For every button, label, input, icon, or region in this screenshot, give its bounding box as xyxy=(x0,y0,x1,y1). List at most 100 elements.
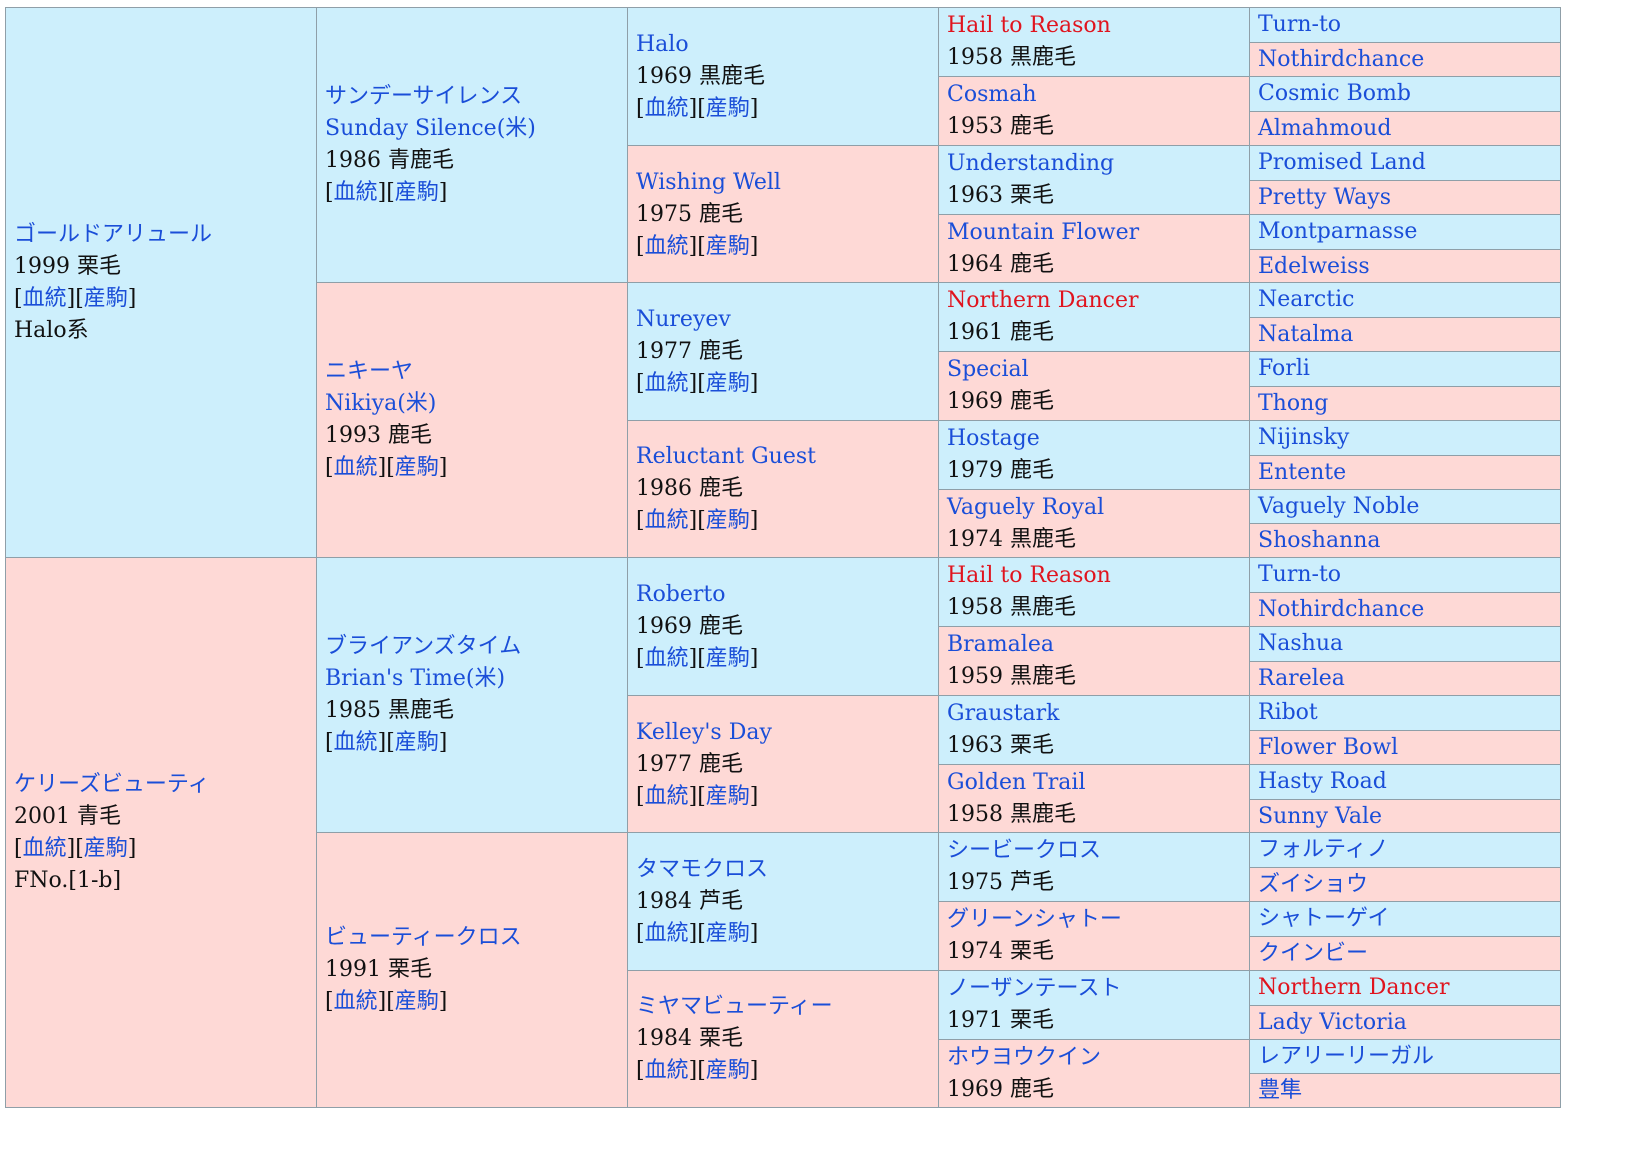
horse-name-link[interactable]: Forli xyxy=(1258,356,1310,381)
horse-name-link[interactable]: Hail to Reason xyxy=(947,13,1111,38)
horse-name-link[interactable]: Roberto xyxy=(636,581,726,607)
horse-name-link[interactable]: Sunny Vale xyxy=(1258,803,1383,829)
horse-name-link[interactable]: ズイショウ xyxy=(1258,872,1369,897)
bloodline-link[interactable]: 血統 xyxy=(22,835,67,861)
horse-name-link[interactable]: Reluctant Guest xyxy=(636,444,816,469)
horse-name-link[interactable]: ノーザンテースト xyxy=(947,976,1122,1001)
horse-name-link[interactable]: Understanding xyxy=(947,151,1115,176)
gen5-cell: 豊隼 xyxy=(1249,1073,1561,1108)
horse-name-link[interactable]: グリーンシャトー xyxy=(947,907,1122,932)
horse-name-link[interactable]: レアリーリーガル xyxy=(1258,1043,1435,1069)
horse-name-link[interactable]: Hostage xyxy=(947,426,1040,451)
horse-info: 1979 鹿毛 xyxy=(947,458,1054,483)
offspring-link[interactable]: 産駒 xyxy=(705,370,750,396)
horse-name-link[interactable]: Rarelea xyxy=(1258,666,1345,691)
bloodline-link[interactable]: 血統 xyxy=(644,508,689,533)
dam-name-link[interactable]: ケリーズビューティ xyxy=(14,771,210,797)
horse-name-link[interactable]: Turn-to xyxy=(1258,12,1342,37)
horse-name-link[interactable]: Lady Victoria xyxy=(1258,1009,1407,1035)
horse-name-link[interactable]: Mountain Flower xyxy=(947,220,1140,245)
offspring-link[interactable]: 産駒 xyxy=(83,285,128,311)
offspring-link[interactable]: 産駒 xyxy=(83,835,128,861)
gen4-cell: Mountain Flower 1964 鹿毛 xyxy=(938,214,1250,284)
horse-name-link[interactable]: Almahmoud xyxy=(1258,116,1392,141)
offspring-link[interactable]: 産駒 xyxy=(705,645,750,671)
offspring-link[interactable]: 産駒 xyxy=(394,989,439,1014)
horse-name-link[interactable]: ビューティークロス xyxy=(325,925,522,950)
horse-name-link[interactable]: Nashua xyxy=(1258,631,1344,656)
bloodline-link[interactable]: 血統 xyxy=(644,1058,689,1083)
horse-name-link[interactable]: Bramalea xyxy=(947,632,1054,657)
horse-name-link[interactable]: Edelweiss xyxy=(1258,253,1370,279)
horse-info: 1969 鹿毛 xyxy=(636,613,743,639)
offspring-link[interactable]: 産駒 xyxy=(705,233,750,259)
horse-name-link[interactable]: Vaguely Royal xyxy=(947,494,1105,520)
horse-name-link[interactable]: Thong xyxy=(1258,390,1329,416)
sire-name-link[interactable]: ゴールドアリュール xyxy=(14,221,213,247)
bloodline-link[interactable]: 血統 xyxy=(644,645,689,671)
horse-name-link[interactable]: Entente xyxy=(1258,459,1347,485)
horse-name-link[interactable]: Nijinsky xyxy=(1258,425,1350,450)
bloodline-link[interactable]: 血統 xyxy=(333,730,378,755)
horse-name-link[interactable]: Montparnasse xyxy=(1258,219,1418,244)
horse-name-link[interactable]: Turn-to xyxy=(1258,562,1342,587)
horse-name-link[interactable]: Shoshanna xyxy=(1258,527,1381,553)
horse-name-link[interactable]: クインビー xyxy=(1258,940,1369,966)
horse-name-link[interactable]: Wishing Well xyxy=(636,169,781,195)
offspring-link[interactable]: 産駒 xyxy=(705,783,750,809)
horse-name-link[interactable]: サンデーサイレンス xyxy=(325,84,523,109)
horse-name-en-link[interactable]: Sunday Silence(米) xyxy=(325,116,536,141)
horse-name-link[interactable]: Kelley's Day xyxy=(636,719,772,745)
horse-name-en-link[interactable]: Nikiya(米) xyxy=(325,391,437,416)
horse-name-link[interactable]: Cosmah xyxy=(947,82,1037,107)
horse-name-link[interactable]: Vaguely Noble xyxy=(1258,493,1420,519)
horse-name-link[interactable]: シャトーゲイ xyxy=(1258,906,1390,931)
horse-name-link[interactable]: Natalma xyxy=(1258,322,1354,347)
bloodline-link[interactable]: 血統 xyxy=(644,783,689,809)
offspring-link[interactable]: 産駒 xyxy=(705,1058,750,1083)
offspring-link[interactable]: 産駒 xyxy=(705,920,750,946)
horse-name-link[interactable]: Pretty Ways xyxy=(1258,185,1391,210)
offspring-link[interactable]: 産駒 xyxy=(705,95,750,121)
horse-name-link[interactable]: Ribot xyxy=(1258,700,1318,725)
horse-name-link[interactable]: Halo xyxy=(636,31,689,57)
horse-name-link[interactable]: Nearctic xyxy=(1258,287,1355,312)
horse-name-link[interactable]: タマモクロス xyxy=(636,856,769,882)
horse-name-link[interactable]: Cosmic Bomb xyxy=(1258,81,1411,106)
horse-name-link[interactable]: Flower Bowl xyxy=(1258,735,1399,760)
bloodline-link[interactable]: 血統 xyxy=(333,455,378,480)
horse-name-link[interactable]: Special xyxy=(947,357,1029,382)
horse-name-link[interactable]: ニキーヤ xyxy=(325,359,414,384)
horse-name-link[interactable]: Nothirdchance xyxy=(1258,597,1425,622)
bloodline-link[interactable]: 血統 xyxy=(22,285,67,311)
horse-info: 1958 黒鹿毛 xyxy=(947,595,1076,620)
horse-name-link[interactable]: Nureyev xyxy=(636,306,731,332)
horse-name-link[interactable]: Hail to Reason xyxy=(947,563,1111,588)
offspring-link[interactable]: 産駒 xyxy=(394,180,439,205)
offspring-link[interactable]: 産駒 xyxy=(705,508,750,533)
horse-name-link[interactable]: ホウヨウクイン xyxy=(947,1044,1102,1070)
horse-name-link[interactable]: 豊隼 xyxy=(1258,1077,1303,1103)
horse-name-link[interactable]: シービークロス xyxy=(947,838,1102,863)
bloodline-link[interactable]: 血統 xyxy=(333,180,378,205)
horse-name-link[interactable]: Hasty Road xyxy=(1258,769,1387,794)
bloodline-link[interactable]: 血統 xyxy=(644,95,689,121)
horse-name-link[interactable]: Promised Land xyxy=(1258,150,1426,175)
bloodline-link[interactable]: 血統 xyxy=(644,920,689,946)
horse-name-link[interactable]: Northern Dancer xyxy=(947,288,1139,313)
horse-name-en-link[interactable]: Brian's Time(米) xyxy=(325,666,506,691)
horse-name-link[interactable]: フォルティノ xyxy=(1258,837,1389,862)
horse-name-link[interactable]: Nothirdchance xyxy=(1258,47,1425,72)
horse-name-link[interactable]: Graustark xyxy=(947,701,1060,726)
bloodline-link[interactable]: 血統 xyxy=(333,989,378,1014)
gen2-cell: ブライアンズタイム Brian's Time(米) 1985 黒鹿毛 [血統][… xyxy=(316,557,628,833)
bloodline-link[interactable]: 血統 xyxy=(644,233,689,259)
bloodline-link[interactable]: 血統 xyxy=(644,370,689,396)
horse-name-link[interactable]: ミヤマビューティー xyxy=(636,994,833,1019)
horse-name-link[interactable]: Golden Trail xyxy=(947,770,1086,795)
offspring-link[interactable]: 産駒 xyxy=(394,455,439,480)
horse-name-link[interactable]: ブライアンズタイム xyxy=(325,634,522,659)
horse-name-link[interactable]: Northern Dancer xyxy=(1258,975,1450,1000)
offspring-link[interactable]: 産駒 xyxy=(394,730,439,755)
